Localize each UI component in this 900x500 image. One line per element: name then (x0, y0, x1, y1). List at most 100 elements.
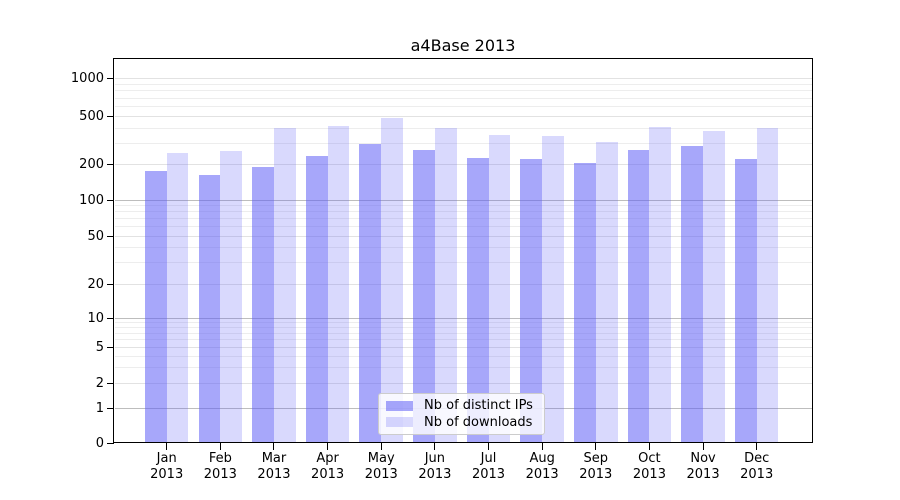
y-tick-1000 (107, 77, 114, 79)
gridline-700 (115, 97, 812, 99)
bar-distinct-ips-jun (413, 149, 435, 442)
x-tick-label-oct: Oct 2013 (632, 451, 666, 482)
y-tick-label-200: 200 (79, 156, 104, 172)
legend-swatch-distinct-ips (386, 400, 413, 411)
x-tick-label-aug: Aug 2013 (525, 451, 559, 482)
x-tick-label-jun: Jun 2013 (418, 451, 452, 482)
y-tick-label-5: 5 (95, 340, 104, 356)
y-tick-50 (107, 235, 114, 237)
x-tick-jan (166, 443, 168, 450)
plot-area (113, 58, 813, 443)
bar-distinct-ips-jul (466, 158, 489, 442)
gridline-7 (115, 332, 812, 334)
bar-distinct-ips-dec (734, 159, 757, 442)
x-tick-oct (648, 443, 650, 450)
gridline-4 (115, 355, 812, 357)
bar-distinct-ips-nov (681, 145, 704, 442)
gridline-100 (115, 199, 812, 201)
x-tick-jun (434, 443, 436, 450)
x-tick-label-nov: Nov 2013 (686, 451, 720, 482)
y-tick-2 (107, 382, 114, 384)
legend-swatch-downloads (386, 417, 413, 428)
y-tick-100 (107, 199, 114, 201)
bar-downloads-jan (166, 152, 189, 442)
bar-distinct-ips-sep (573, 163, 596, 442)
y-tick-5 (107, 347, 114, 349)
gridline-90 (115, 204, 812, 206)
gridline-300 (115, 142, 812, 144)
y-tick-1 (107, 407, 114, 409)
x-tick-label-mar: Mar 2013 (257, 451, 291, 482)
legend: Nb of distinct IPs Nb of downloads (378, 393, 545, 435)
bar-downloads-may (381, 117, 404, 442)
x-tick-label-dec: Dec 2013 (740, 451, 774, 482)
y-tick-label-10: 10 (87, 310, 104, 326)
x-tick-jul (488, 443, 490, 450)
bar-distinct-ips-may (359, 144, 382, 442)
gridline-500 (115, 116, 812, 118)
bar-downloads-sep (595, 142, 618, 442)
bar-downloads-mar (273, 127, 296, 442)
gridline-30 (115, 262, 812, 264)
gridline-50 (115, 235, 812, 237)
bar-distinct-ips-jan (144, 171, 167, 442)
bar-downloads-jul (488, 135, 511, 442)
bar-downloads-aug (542, 135, 564, 442)
bar-distinct-ips-aug (520, 159, 543, 442)
chart-title: a4Base 2013 (410, 36, 516, 55)
gridline-60 (115, 226, 812, 228)
x-tick-may (380, 443, 382, 450)
gridline-20 (115, 283, 812, 285)
bar-distinct-ips-feb (198, 175, 221, 442)
y-tick-20 (107, 283, 114, 285)
gridline-600 (115, 106, 812, 108)
gridline-400 (115, 127, 812, 129)
bar-distinct-ips-apr (305, 155, 328, 442)
y-tick-label-1000: 1000 (70, 70, 104, 86)
bar-downloads-nov (703, 130, 725, 442)
gridline-3 (115, 367, 812, 369)
gridline-10 (115, 317, 812, 319)
y-tick-label-0: 0 (95, 435, 104, 451)
legend-item-downloads: Nb of downloads (386, 415, 537, 430)
x-tick-aug (541, 443, 543, 450)
y-tick-10 (107, 317, 114, 319)
gridline-9 (115, 322, 812, 324)
gridline-2 (115, 382, 812, 384)
bar-distinct-ips-mar (252, 166, 274, 442)
bar-distinct-ips-oct (627, 149, 650, 442)
y-tick-label-20: 20 (87, 276, 104, 292)
x-tick-label-feb: Feb 2013 (203, 451, 237, 482)
y-tick-label-100: 100 (79, 192, 104, 208)
legend-label-downloads: Nb of downloads (424, 414, 533, 430)
bar-downloads-feb (220, 151, 243, 442)
y-tick-label-500: 500 (79, 109, 104, 125)
bar-downloads-dec (756, 128, 779, 442)
gridline-200 (115, 163, 812, 165)
bar-downloads-oct (649, 127, 672, 442)
x-tick-label-jan: Jan 2013 (150, 451, 184, 482)
gridline-70 (115, 218, 812, 220)
x-tick-label-sep: Sep 2013 (579, 451, 613, 482)
gridline-80 (115, 211, 812, 213)
gridline-5 (115, 347, 812, 349)
x-tick-label-jul: Jul 2013 (471, 451, 506, 482)
y-tick-500 (107, 116, 114, 118)
gridline-900 (115, 83, 812, 85)
bar-downloads-jun (434, 128, 457, 442)
y-tick-label-50: 50 (87, 228, 104, 244)
y-tick-0 (107, 442, 114, 444)
gridline-40 (115, 247, 812, 249)
x-tick-feb (219, 443, 221, 450)
gridline-1000 (115, 77, 812, 79)
x-tick-apr (327, 443, 329, 450)
legend-item-distinct-ips: Nb of distinct IPs (386, 398, 537, 413)
gridline-6 (115, 339, 812, 341)
x-tick-sep (595, 443, 597, 450)
x-tick-label-may: May 2013 (364, 451, 398, 482)
legend-label-distinct-ips: Nb of distinct IPs (424, 398, 533, 414)
x-tick-mar (273, 443, 275, 450)
y-tick-200 (107, 163, 114, 165)
y-tick-label-1: 1 (95, 400, 104, 416)
